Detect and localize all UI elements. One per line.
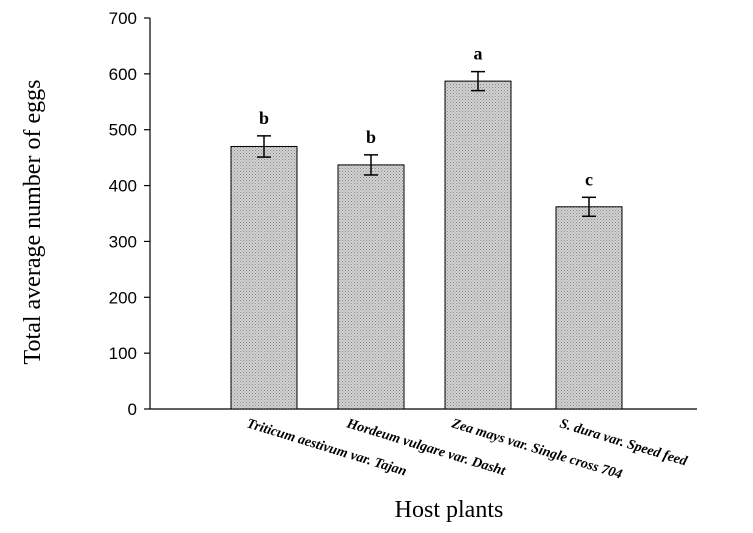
category-label: Zea mays var. Single cross 704 [449,416,624,482]
y-tick-label: 0 [128,400,137,419]
bar [230,145,298,410]
significance-label: c [585,169,593,189]
y-axis: 0 100 200 300 400 500 600 700 [109,9,151,419]
bars: b b a c [230,44,623,410]
category-label: Triticum aestivum var. Tajan [245,416,409,479]
bar [337,164,405,410]
y-tick-label: 600 [109,65,137,84]
bar [555,206,623,410]
y-tick-label: 300 [109,232,137,251]
bar-group: c [555,169,623,410]
y-tick-label: 500 [109,121,137,140]
y-tick-label: 400 [109,177,137,196]
significance-label: b [366,127,376,147]
bar-group: b [337,127,405,410]
y-tick-label: 200 [109,288,137,307]
bar-group: b [230,108,298,410]
bar [444,80,512,410]
y-tick-label: 100 [109,344,137,363]
significance-label: b [259,108,269,128]
x-axis-title: Host plants [395,497,504,523]
y-axis-title: Total average number of eggs [20,80,46,365]
y-tick-label: 700 [109,9,137,28]
significance-label: a [474,44,483,64]
bar-group: a [444,44,512,410]
